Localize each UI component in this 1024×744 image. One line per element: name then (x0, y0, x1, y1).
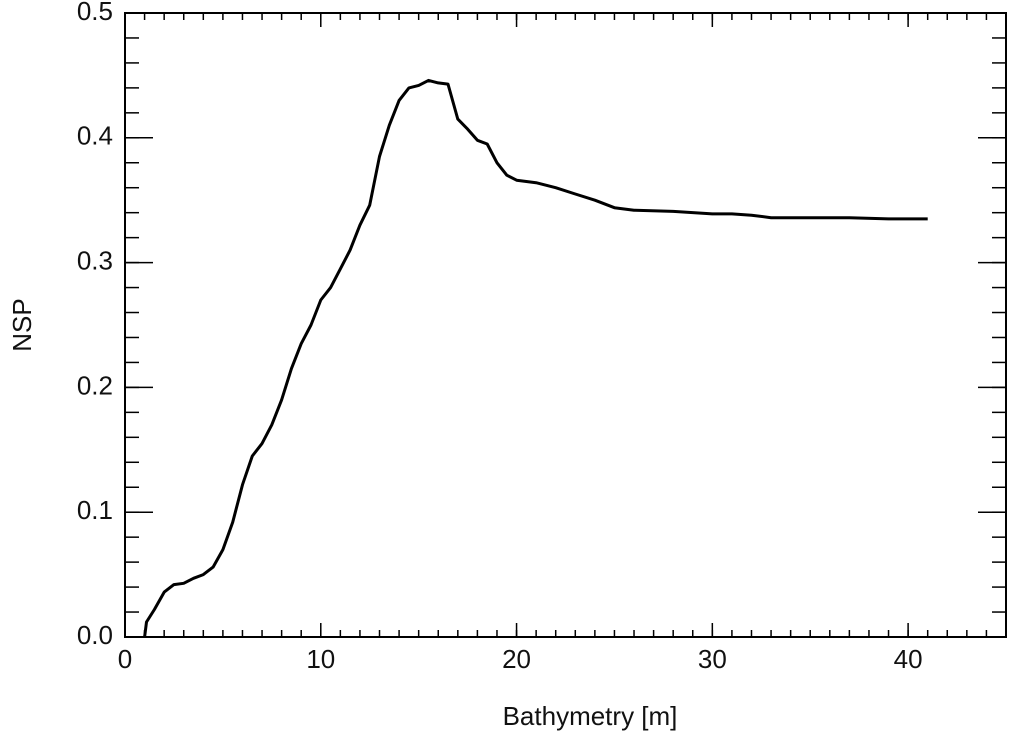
y-tick-label: 0.1 (77, 495, 113, 525)
y-tick-label: 0.2 (77, 370, 113, 400)
y-tick-label: 0.5 (77, 0, 113, 26)
x-tick-label: 0 (118, 644, 132, 674)
x-tick-label: 30 (698, 644, 727, 674)
y-tick-label: 0.3 (77, 245, 113, 275)
x-tick-label: 40 (894, 644, 923, 674)
y-axis-label: NSP (7, 298, 37, 351)
y-tick-label: 0.0 (77, 620, 113, 650)
x-tick-label: 20 (502, 644, 531, 674)
data-line (143, 78, 928, 638)
plot-frame (124, 12, 1007, 638)
y-tick-label: 0.4 (77, 121, 113, 151)
x-axis-label: Bathymetry [m] (503, 701, 678, 731)
x-tick-label: 10 (306, 644, 335, 674)
